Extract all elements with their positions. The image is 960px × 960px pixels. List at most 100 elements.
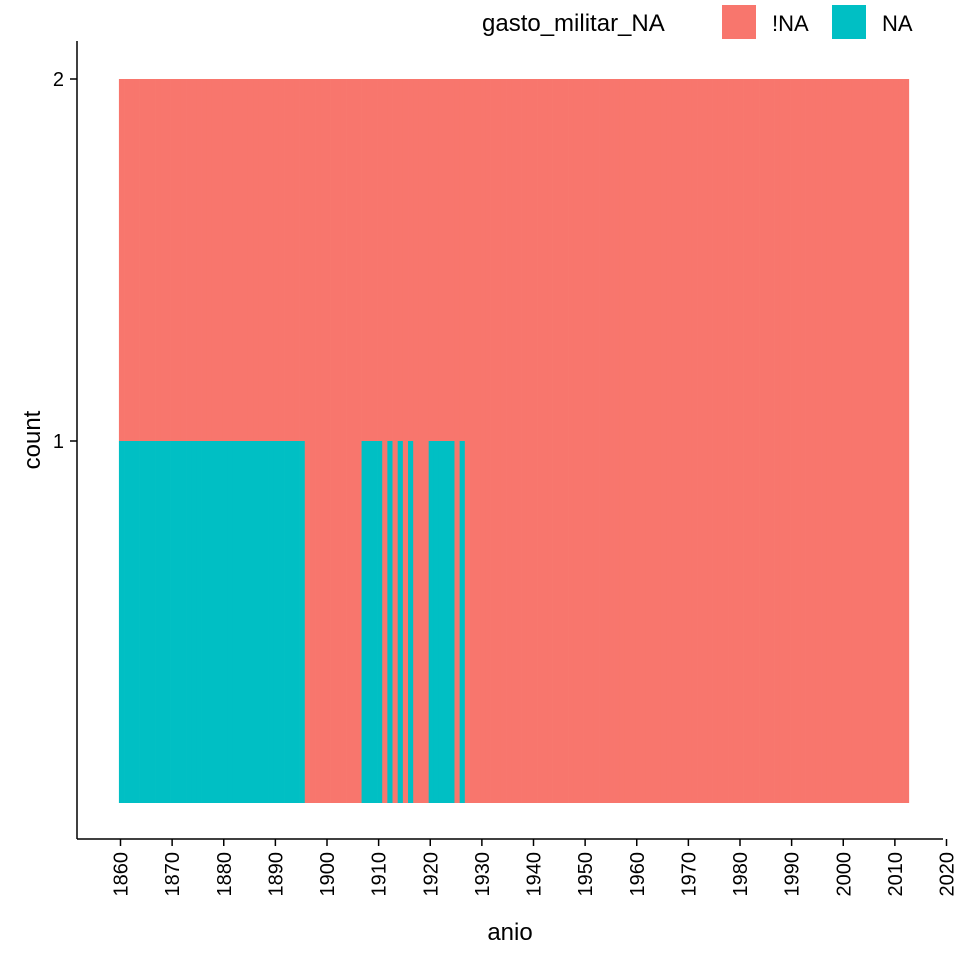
legend-key-notna: [722, 5, 756, 39]
bar-notna-1955: [609, 79, 615, 803]
bar-notna-1863: [134, 79, 140, 441]
bar-na-1926: [459, 441, 466, 803]
bar-notna-1864: [139, 79, 146, 441]
bar-na-1892: [284, 441, 290, 803]
bar-notna-1907: [361, 79, 368, 441]
bar-notna-1931: [485, 79, 491, 803]
bar-notna-1929: [475, 79, 481, 803]
bar-notna-1874: [191, 79, 197, 441]
bar-notna-1962: [645, 79, 652, 803]
x-tick-label-1900: 1900: [317, 852, 339, 897]
x-tick-label-1970: 1970: [678, 852, 700, 897]
bar-na-1875: [196, 441, 202, 803]
bar-notna-1964: [655, 79, 662, 803]
bar-notna-1928: [469, 79, 476, 803]
bar-notna-1872: [180, 79, 187, 441]
bar-na-1860: [118, 441, 125, 803]
bar-notna-1892: [284, 79, 290, 441]
bar-notna-1960: [635, 79, 641, 803]
bar-na-1895: [299, 441, 306, 803]
bar-notna-1947: [568, 79, 574, 803]
bar-notna-1912: [387, 79, 393, 441]
bar-notna-1963: [650, 79, 657, 803]
bar-notna-1862: [129, 79, 135, 441]
bar-notna-1961: [640, 79, 646, 803]
bar-na-1893: [289, 441, 295, 803]
bar-na-1861: [124, 441, 130, 803]
bar-na-1907: [361, 441, 368, 803]
bar-notna-1887: [258, 79, 264, 441]
x-tick-label-1860: 1860: [111, 852, 133, 897]
bar-notna-1879: [217, 79, 223, 441]
x-tick-label-1930: 1930: [472, 852, 494, 897]
bar-notna-1983: [753, 79, 760, 803]
bar-notna-1914: [397, 79, 404, 441]
bar-notna-2011: [898, 79, 904, 803]
bar-notna-2005: [867, 79, 873, 803]
x-tick-label-2000: 2000: [833, 852, 855, 897]
bar-na-1878: [211, 441, 218, 803]
bar-notna-1919: [423, 79, 430, 803]
bar-notna-1904: [346, 79, 352, 803]
bar-notna-1901: [330, 79, 337, 803]
bar-na-1873: [186, 441, 192, 803]
bar-notna-1865: [144, 79, 151, 441]
bar-notna-1897: [309, 79, 316, 803]
bar-notna-1906: [356, 79, 362, 803]
bar-notna-1996: [821, 79, 827, 803]
bar-notna-1966: [666, 79, 672, 803]
bar-notna-1999: [836, 79, 843, 803]
bar-notna-1932: [490, 79, 497, 803]
bar-notna-1893: [289, 79, 295, 441]
bar-na-1923: [444, 441, 450, 803]
bar-notna-1942: [542, 79, 548, 803]
bar-notna-1880: [222, 79, 228, 441]
bar-notna-1991: [795, 79, 801, 803]
bar-notna-1939: [526, 79, 533, 803]
bar-notna-1882: [232, 79, 239, 441]
x-tick-label-1980: 1980: [730, 852, 752, 897]
bar-notna-2008: [882, 79, 889, 803]
bar-notna-1875: [196, 79, 202, 441]
bar-notna-1909: [371, 79, 378, 441]
x-tick-label-1910: 1910: [369, 852, 391, 897]
bar-notna-2012: [903, 79, 910, 803]
bar-notna-1867: [155, 79, 161, 441]
bar-notna-1938: [521, 79, 528, 803]
bar-notna-1911: [382, 79, 388, 803]
bar-notna-1979: [733, 79, 739, 803]
bar-notna-1891: [278, 79, 285, 441]
bar-notna-1995: [815, 79, 822, 803]
bar-notna-1921: [433, 79, 440, 441]
bar-notna-1976: [717, 79, 724, 803]
bar-notna-1937: [516, 79, 522, 803]
bars-layer: [118, 79, 910, 803]
bar-notna-1992: [800, 79, 806, 803]
legend-key-na: [832, 5, 866, 39]
bar-na-1881: [227, 441, 233, 803]
bar-notna-1994: [810, 79, 817, 803]
bar-notna-1884: [242, 79, 249, 441]
bar-notna-1949: [578, 79, 584, 803]
bar-notna-1903: [340, 79, 347, 803]
bar-na-1871: [175, 441, 182, 803]
bar-notna-1868: [160, 79, 166, 441]
y-axis-label: count: [19, 410, 46, 469]
x-tick-label-1950: 1950: [575, 852, 597, 897]
bar-na-1872: [180, 441, 187, 803]
bar-notna-2002: [851, 79, 858, 803]
bar-notna-1926: [459, 79, 466, 441]
bar-notna-1967: [671, 79, 677, 803]
bar-notna-1930: [480, 79, 486, 803]
bar-notna-1984: [759, 79, 765, 803]
bar-na-1864: [139, 441, 146, 803]
bar-notna-1965: [660, 79, 667, 803]
bar-notna-1990: [790, 79, 796, 803]
bar-notna-2006: [872, 79, 879, 803]
bar-na-1867: [155, 441, 161, 803]
bar-na-1920: [428, 441, 435, 803]
bar-na-1883: [237, 441, 244, 803]
bar-notna-1985: [764, 79, 770, 803]
bar-notna-1917: [413, 79, 419, 803]
